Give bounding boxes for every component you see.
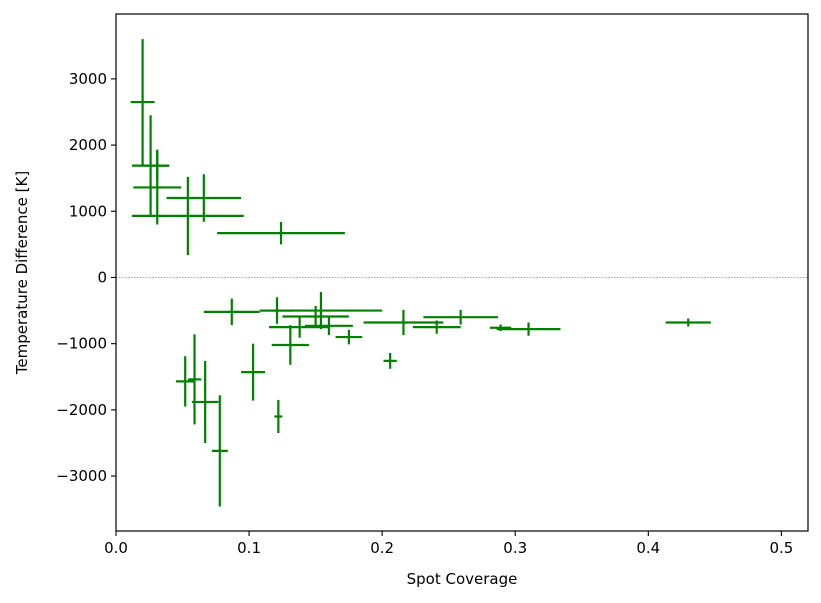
data-point [269,316,331,338]
y-tick-label: −2000 [56,401,107,419]
data-point [133,150,182,225]
data-point [496,322,561,336]
y-tick-label: 0 [97,268,107,286]
data-point [412,320,461,334]
data-point [271,325,309,365]
data-point [423,309,498,325]
data-point [166,174,242,222]
data-point [203,298,260,326]
data-point [191,360,219,443]
data-point [665,318,711,327]
x-tick-label: 0.0 [104,539,128,557]
data-point [217,221,345,245]
data-point [383,352,397,369]
data-point [304,316,353,336]
data-point [211,395,228,507]
y-tick-label: −3000 [56,467,107,485]
data-point [130,39,155,165]
x-axis: 0.0 0.1 0.2 0.3 0.4 0.5 [104,531,793,557]
data-point [335,329,363,345]
data-point [241,343,266,401]
data-point [282,305,349,328]
y-tick-label: 1000 [69,202,107,220]
data-point [131,176,244,255]
x-axis-label: Spot Coverage [407,570,518,588]
data-point [259,292,383,330]
data-point [363,309,444,336]
data-layer [130,39,711,507]
y-tick-label: −1000 [56,335,107,353]
x-tick-label: 0.3 [503,539,527,557]
x-tick-label: 0.2 [370,539,394,557]
y-tick-label: 3000 [69,70,107,88]
data-point [175,356,195,407]
y-axis: 3000 2000 1000 0 −1000 −2000 −3000 [56,70,116,485]
x-tick-label: 0.1 [237,539,261,557]
y-tick-label: 2000 [69,136,107,154]
plot-frame [115,13,809,532]
data-point [187,334,202,425]
x-tick-label: 0.4 [636,539,660,557]
y-axis-label: Temperature Difference [K] [13,171,31,375]
data-point [274,399,283,434]
x-tick-label: 0.5 [769,539,793,557]
